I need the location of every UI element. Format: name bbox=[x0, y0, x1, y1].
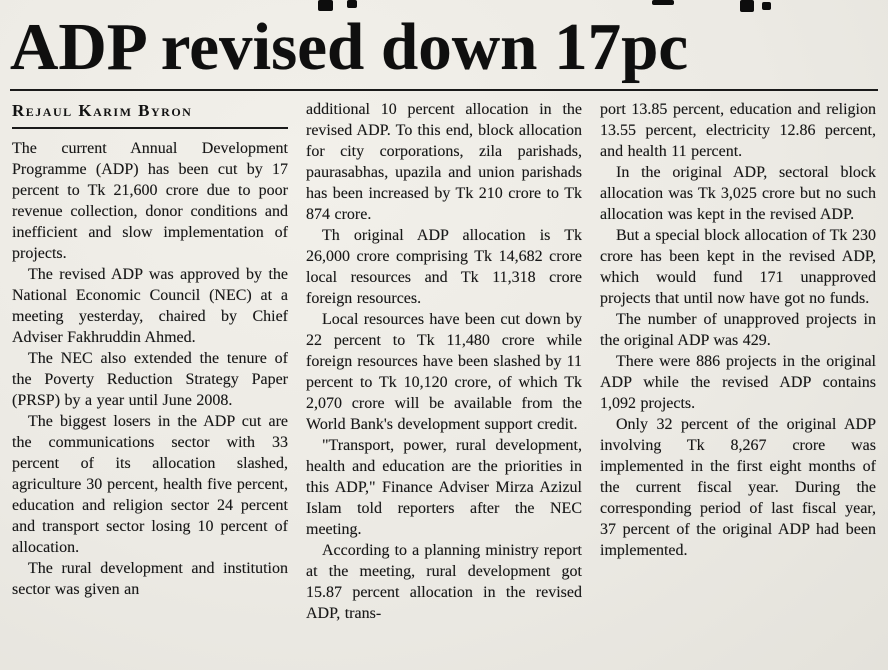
article-column-1: Rejaul Karim Byron The current Annual De… bbox=[12, 99, 288, 624]
column-3-paragraphs: port 13.85 percent, education and religi… bbox=[600, 99, 876, 561]
article-headline: ADP revised down 17pc bbox=[10, 10, 689, 84]
article-paragraph: additional 10 percent allocation in the … bbox=[306, 101, 582, 223]
article-paragraph: The number of unapproved projects in the… bbox=[600, 311, 876, 349]
article-paragraph: But a special block allocation of Tk 230… bbox=[600, 227, 876, 307]
article-paragraph: The rural development and institution se… bbox=[12, 559, 288, 598]
article-paragraph: The current Annual Development Programme… bbox=[12, 139, 288, 262]
article-paragraph: port 13.85 percent, education and religi… bbox=[600, 101, 876, 160]
article-paragraph: According to a planning ministry report … bbox=[306, 542, 582, 622]
article-body: Rejaul Karim Byron The current Annual De… bbox=[0, 99, 888, 624]
scan-artifact bbox=[652, 0, 674, 5]
byline: Rejaul Karim Byron bbox=[12, 101, 193, 120]
scan-artifact bbox=[318, 0, 333, 11]
article-paragraph: The NEC also extended the tenure of the … bbox=[12, 349, 288, 409]
headline-divider bbox=[10, 89, 878, 91]
article-paragraph: The biggest losers in the ADP cut are th… bbox=[12, 412, 288, 556]
scan-artifact bbox=[740, 0, 754, 12]
article-paragraph: Only 32 percent of the original ADP invo… bbox=[600, 416, 876, 559]
column-2-paragraphs: additional 10 percent allocation in the … bbox=[306, 99, 582, 624]
article-column-2: additional 10 percent allocation in the … bbox=[306, 99, 582, 624]
byline-divider bbox=[12, 127, 288, 129]
article-paragraph: Th original ADP allocation is Tk 26,000 … bbox=[306, 227, 582, 307]
article-paragraph: There were 886 projects in the original … bbox=[600, 353, 876, 412]
article-column-3: port 13.85 percent, education and religi… bbox=[600, 99, 876, 624]
article-paragraph: Local resources have been cut down by 22… bbox=[306, 311, 582, 433]
article-paragraph: In the original ADP, sectoral block allo… bbox=[600, 164, 876, 223]
column-1-paragraphs: The current Annual Development Programme… bbox=[12, 138, 288, 600]
scan-artifact bbox=[347, 0, 357, 8]
article-paragraph: The revised ADP was approved by the Nati… bbox=[12, 265, 288, 346]
article-paragraph: "Transport, power, rural development, he… bbox=[306, 437, 582, 538]
scan-artifact bbox=[762, 2, 771, 10]
